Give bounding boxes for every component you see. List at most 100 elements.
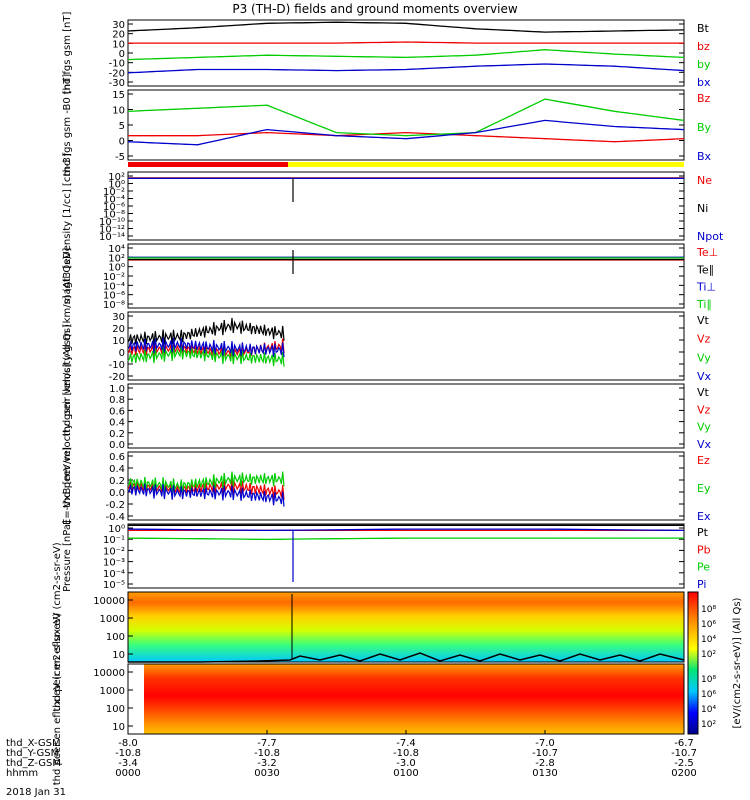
ytick-label: -10 — [109, 360, 125, 371]
axis-row-value: -7.4 — [396, 738, 416, 749]
colorbar-tick: 10² — [701, 720, 716, 730]
ytick-label: 20 — [112, 324, 125, 335]
ytick-label: 20 — [112, 30, 125, 41]
status-bar-red — [128, 162, 288, 167]
ytick-label: 10 — [112, 39, 125, 50]
panel-frame — [127, 311, 685, 381]
legend-te∥: Te∥ — [696, 263, 714, 276]
ytick-label: 15 — [112, 90, 125, 101]
ytick-label: 10⁻² — [103, 187, 125, 198]
series-pi — [127, 528, 685, 532]
ylabel: thd peir en eflux eV (cm2-s-sr-eV) — [52, 542, 63, 711]
ytick-label: 10⁻⁸ — [103, 300, 125, 311]
ytick-label: -0.4 — [105, 512, 125, 523]
ytick-label: 0.0 — [109, 440, 125, 451]
spectrogram-peir — [127, 591, 685, 663]
ytick-label: 0.6 — [109, 406, 125, 417]
axis-row-label: hhmm — [6, 768, 38, 779]
ytick-label: 10⁻¹ — [103, 535, 125, 546]
ytick-label: 10⁰ — [108, 263, 125, 274]
axis-row-value: -10.7 — [671, 748, 697, 759]
colorbar-tick: 10⁴ — [701, 705, 716, 715]
ytick-label: 10⁻⁶ — [103, 202, 125, 213]
ytick-label: 10² — [108, 172, 125, 183]
panel-frame — [127, 171, 685, 241]
legend-pt: Pt — [697, 526, 709, 539]
series-pe — [127, 537, 684, 541]
spec-axis-peer_spectrogram: 10000 1000 100 10 thd peer en eflux eV (cm2-… — [52, 613, 133, 785]
axis-row-value: -7.0 — [535, 738, 555, 749]
ytick-label: 0 — [119, 137, 125, 148]
date-label: 2018 Jan 31 — [6, 787, 66, 798]
series-vx — [127, 337, 285, 358]
legend-vy: Vy — [697, 351, 711, 364]
legend-vt: Vt — [697, 386, 710, 399]
axis-row-value: -10.8 — [254, 748, 280, 759]
colorbar-tick: 10⁸ — [701, 675, 716, 685]
axis-row-value: -3.4 — [118, 758, 138, 769]
axis-row-value: -10.7 — [532, 748, 558, 759]
legend-ez: Ez — [697, 454, 710, 467]
spec-axis-peir_spectrogram: 10000 1000 100 10 thd peir en eflux eV (cm2-… — [52, 542, 133, 712]
legend-pi: Pi — [697, 578, 706, 591]
series-ey — [127, 471, 285, 493]
legend-ti∥: Ti∥ — [696, 298, 712, 311]
colorbar-tick: 10⁶ — [701, 690, 716, 700]
ytick-label: 10⁰ — [108, 180, 125, 191]
legend-by: By — [697, 121, 712, 134]
axis-row-value: -3.0 — [396, 758, 416, 769]
legend-bx: Bx — [697, 150, 712, 163]
ytick-label: 10000 — [93, 668, 125, 679]
ylabel: E=-VxB [mV/m] — [62, 447, 73, 525]
ytick-label: 0.2 — [109, 429, 125, 440]
ylabel: magt3 [eV] — [62, 248, 73, 305]
legend-ti⊥: Ti⊥ — [696, 281, 716, 294]
ytick-label: 10² — [108, 253, 125, 264]
plot-title: P3 (TH-D) fields and ground moments over… — [232, 2, 517, 16]
ytick-label: 0 — [119, 348, 125, 359]
colorbar: 10⁸ 10⁶ 10⁴ 10² 10⁸ 10⁶ 10⁴ 10² [eV/(cm2-s-sr-e… — [687, 591, 743, 735]
axis-row-value: -10.8 — [393, 748, 419, 759]
ytick-label: 10000 — [93, 596, 125, 607]
ytick-label: 10⁰ — [108, 524, 125, 535]
ytick-label: 0.4 — [109, 464, 125, 475]
ytick-label: -10 — [109, 59, 125, 70]
series-bz — [128, 41, 684, 44]
ytick-label: 10⁻⁸ — [103, 210, 125, 221]
legend-pb: Pb — [697, 543, 711, 556]
legend-pe: Pe — [697, 561, 710, 574]
axis-row-value: 0100 — [393, 768, 418, 779]
axis-row-label: thd_Y-GSM — [6, 748, 59, 759]
axis-row-value: -2.5 — [674, 758, 694, 769]
axis-row-label: thd_Z-GSM — [6, 758, 61, 769]
panel-frame — [127, 523, 685, 589]
ytick-label: 5 — [119, 121, 125, 132]
ytick-label: 0.0 — [109, 488, 125, 499]
axis-row-value: -8.0 — [118, 738, 138, 749]
ytick-label: 100 — [106, 704, 125, 715]
axis-row-value: 0200 — [671, 768, 696, 779]
ytick-label: 0.6 — [109, 452, 125, 463]
ytick-label: -20 — [109, 372, 125, 383]
ytick-label: 0.8 — [109, 395, 125, 406]
legend-ey: Ey — [697, 482, 711, 495]
series-bt — [127, 21, 685, 33]
ytick-label: 30 — [112, 312, 125, 323]
axis-row-value: -2.8 — [535, 758, 555, 769]
legend-vz: Vz — [697, 333, 711, 346]
ytick-label: 10⁻⁴ — [103, 281, 125, 292]
axis-row-value: 0000 — [115, 768, 140, 779]
ytick-label: 10⁻¹² — [99, 225, 125, 236]
ylabel: thd fgs gsm -B0 [nT] — [62, 74, 73, 177]
ytick-label: -30 — [109, 78, 125, 89]
legend-vx: Vx — [697, 370, 712, 383]
ylabel: Pressure [nPa] — [62, 520, 73, 592]
legend-vy: Vy — [697, 421, 711, 434]
axis-row-value: 0130 — [532, 768, 557, 779]
axis-row-value: 0030 — [254, 768, 279, 779]
ytick-label: 10⁻¹⁰ — [99, 217, 125, 228]
